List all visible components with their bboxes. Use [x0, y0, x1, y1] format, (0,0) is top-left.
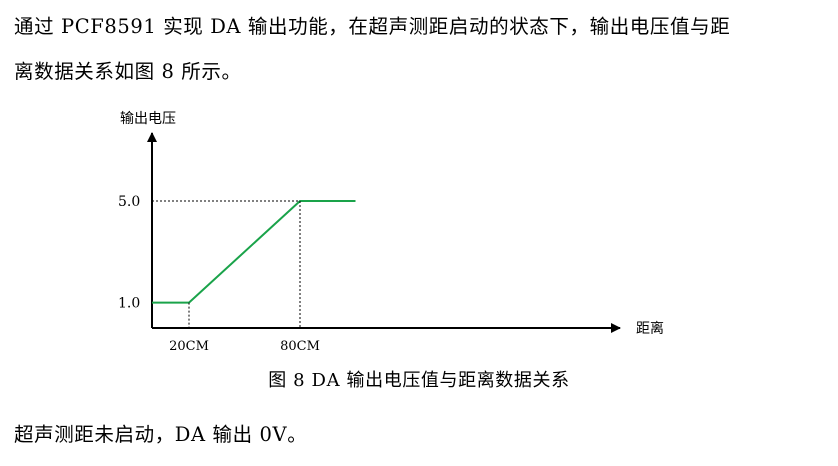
- y-tick-label-1: 1.0: [118, 296, 140, 312]
- y-tick-label-5: 5.0: [118, 194, 140, 210]
- x-axis-label: 距离: [636, 320, 664, 337]
- paragraph-1: 通过 PCF8591 实现 DA 输出功能，在超声测距启动的状态下，输出电压值与…: [14, 15, 731, 38]
- x-tick-label-80cm: 80CM: [280, 339, 320, 354]
- paragraph-2: 离数据关系如图 8 所示。: [14, 60, 242, 83]
- x-tick-label-20cm: 20CM: [169, 339, 209, 354]
- voltage-series-line: [152, 200, 356, 304]
- y-axis-label: 输出电压: [120, 111, 176, 127]
- paragraph-3: 超声测距未启动，DA 输出 0V。: [14, 423, 308, 446]
- figure-caption: 图 8 DA 输出电压值与距离数据关系: [268, 370, 570, 391]
